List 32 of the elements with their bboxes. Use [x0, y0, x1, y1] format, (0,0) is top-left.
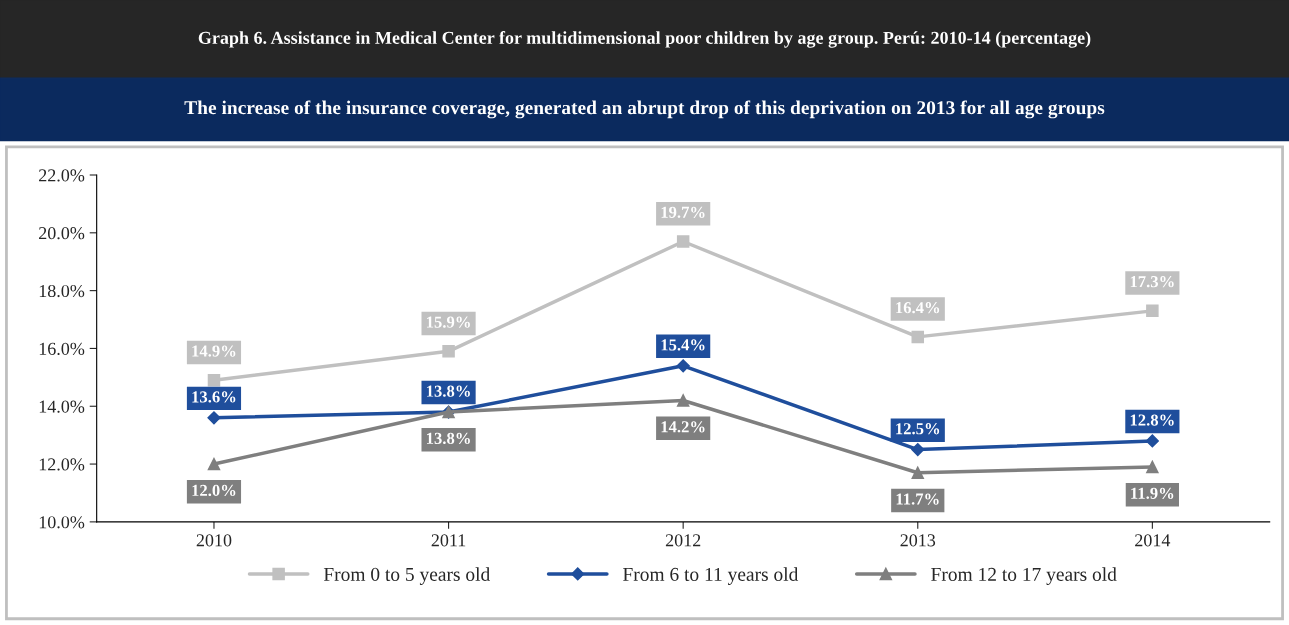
data-label: 12.0%	[192, 484, 236, 497]
y-tick-label: 12.0%	[39, 458, 85, 471]
legend-label: From 0 to 5 years old	[323, 567, 490, 585]
data-label: 13.8%	[426, 432, 470, 445]
x-tick-label: 2010	[196, 534, 232, 547]
x-tick-label: 2013	[900, 534, 936, 547]
y-tick-label: 18.0%	[39, 284, 85, 298]
data-label: 11.9%	[1131, 487, 1174, 499]
data-label: 15.4%	[661, 339, 705, 351]
data-label: 13.8%	[426, 385, 470, 397]
data-label: 12.8%	[1130, 414, 1174, 426]
y-tick-label: 20.0%	[39, 227, 85, 240]
data-label: 11.7%	[896, 493, 939, 505]
chart-title: Graph 6. Assistance in Medical Center for multidimensional poor children by age group. Perú: 2010-14 (percentage)	[198, 31, 1091, 48]
x-tick-label: 2014	[1135, 534, 1171, 547]
y-tick-label: 16.0%	[39, 342, 85, 355]
chart-subtitle: The increase of the insurance coverage, generated an abrupt drop of this deprivation on 2013 for all age groups	[184, 100, 1105, 119]
y-tick-label: 10.0%	[39, 516, 85, 529]
data-label: 15.9%	[426, 316, 470, 328]
data-label: 17.3%	[1130, 276, 1174, 288]
data-label: 13.6%	[192, 391, 236, 403]
legend-label: From 12 to 17 years old	[931, 567, 1117, 585]
data-label: 16.4%	[896, 302, 940, 314]
data-label: 12.5%	[896, 423, 940, 435]
data-label: 19.7%	[661, 206, 705, 218]
y-tick-label: 22.0%	[39, 169, 85, 182]
data-label: 14.9%	[192, 345, 236, 357]
x-tick-label: 2011	[431, 534, 466, 547]
x-tick-label: 2012	[665, 534, 701, 547]
legend-label: From 6 to 11 years old	[623, 567, 799, 585]
y-tick-label: 14.0%	[39, 400, 85, 413]
data-label: 14.2%	[661, 421, 705, 433]
